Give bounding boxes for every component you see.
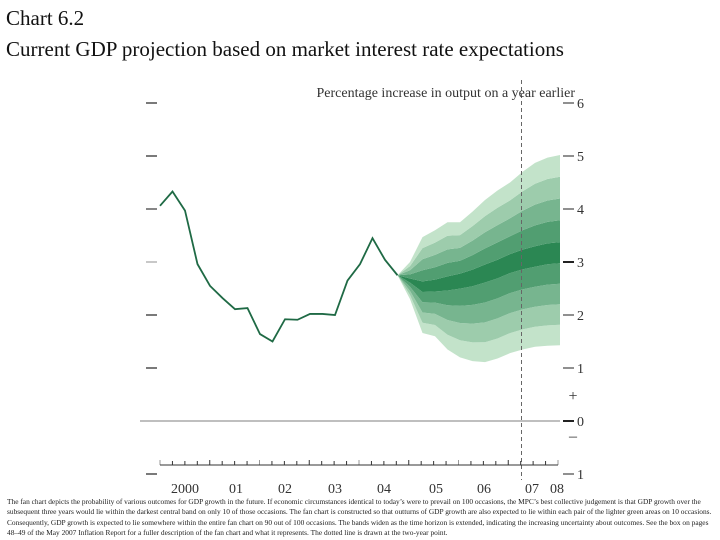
fan-band [397, 176, 560, 276]
y-tick-label: 2 [577, 309, 584, 324]
fan-band [397, 275, 560, 363]
x-tick-label: 05 [429, 482, 443, 497]
x-tick-label: 04 [377, 482, 391, 497]
x-tick-label: 06 [477, 482, 491, 497]
chart-title: Chart 6.2 [6, 6, 85, 30]
fan-band [397, 198, 560, 276]
y-tick-label: 1 [577, 362, 584, 377]
y-tick-label: 0 [577, 415, 584, 430]
fan-band [397, 154, 560, 276]
positive-sign: + [568, 388, 577, 405]
x-tick-label: 08 [550, 482, 564, 497]
fan-band [397, 275, 560, 343]
gdp-history-line [159, 190, 399, 343]
x-tick-label: 01 [229, 482, 243, 497]
fan-band [397, 275, 560, 324]
y-tick-label: 5 [577, 150, 584, 165]
chart-subtitle: Current GDP projection based on market i… [6, 37, 564, 61]
y-tick-label: 1 [577, 468, 584, 483]
fan-band [397, 263, 560, 306]
y-tick-label: 6 [577, 97, 584, 112]
y-tick-label: 3 [577, 256, 584, 271]
x-tick-label: 2000 [171, 482, 199, 497]
negative-sign: – [568, 428, 578, 445]
x-tick-label: 03 [328, 482, 342, 497]
y-tick-label: 4 [577, 203, 584, 218]
chart-footnote: The fan chart depicts the probability of… [7, 497, 712, 537]
x-tick-label: 07 [525, 482, 539, 497]
fan-band [397, 220, 560, 282]
x-tick-label: 02 [278, 482, 292, 497]
y-axis-label: Percentage increase in output on a year … [317, 86, 576, 101]
